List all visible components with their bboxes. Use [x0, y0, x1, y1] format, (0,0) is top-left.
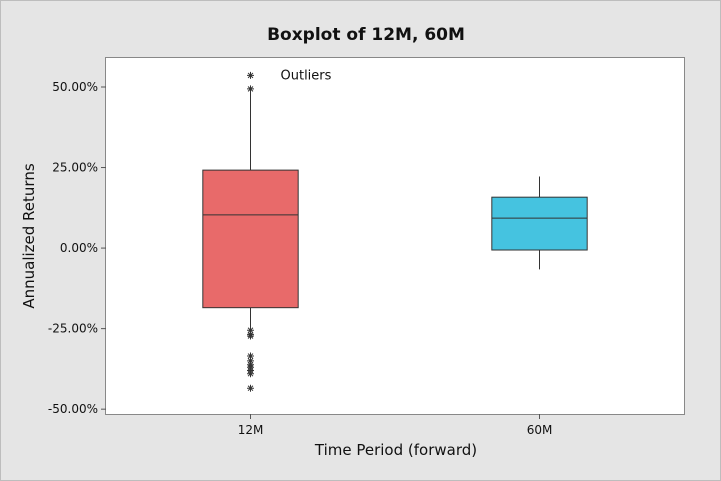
outlier-12M-1: [247, 85, 254, 93]
y-tick-label-1: 25.00%: [52, 161, 98, 175]
x-axis: 12M 60M: [238, 414, 553, 437]
plot-area: [105, 57, 685, 415]
box-12M: [202, 71, 299, 392]
y-tick-label-2: 0.00%: [60, 241, 98, 255]
y-axis-label: Annualized Returns: [20, 163, 38, 308]
box-body-60M: [491, 196, 588, 251]
x-tick-label-1: 60M: [527, 423, 553, 437]
chart-title: Boxplot of 12M, 60M: [267, 25, 465, 45]
box-60M: [491, 176, 588, 270]
outlier-12M-6: [247, 357, 254, 365]
outlier-12M-0: [247, 71, 254, 79]
outlier-12M-11: [247, 384, 254, 392]
y-axis: 50.00% 25.00% 0.00% -25.00% -50.00%: [48, 80, 106, 416]
outlier-12M-2: [247, 326, 254, 334]
y-tick-label-4: -50.00%: [48, 402, 98, 416]
y-tick-label-0: 50.00%: [52, 80, 98, 94]
boxes: [202, 71, 588, 392]
x-tick-label-0: 12M: [238, 423, 264, 437]
box-body-12M: [202, 169, 299, 309]
x-axis-label: Time Period (forward): [314, 441, 477, 459]
annotations: Outliers: [281, 69, 332, 84]
outlier-12M-10: [247, 370, 254, 378]
outlier-12M-4: [247, 332, 254, 340]
y-tick-label-3: -25.00%: [48, 322, 98, 336]
annotation-0: Outliers: [281, 69, 332, 84]
outlier-12M-5: [247, 352, 254, 360]
